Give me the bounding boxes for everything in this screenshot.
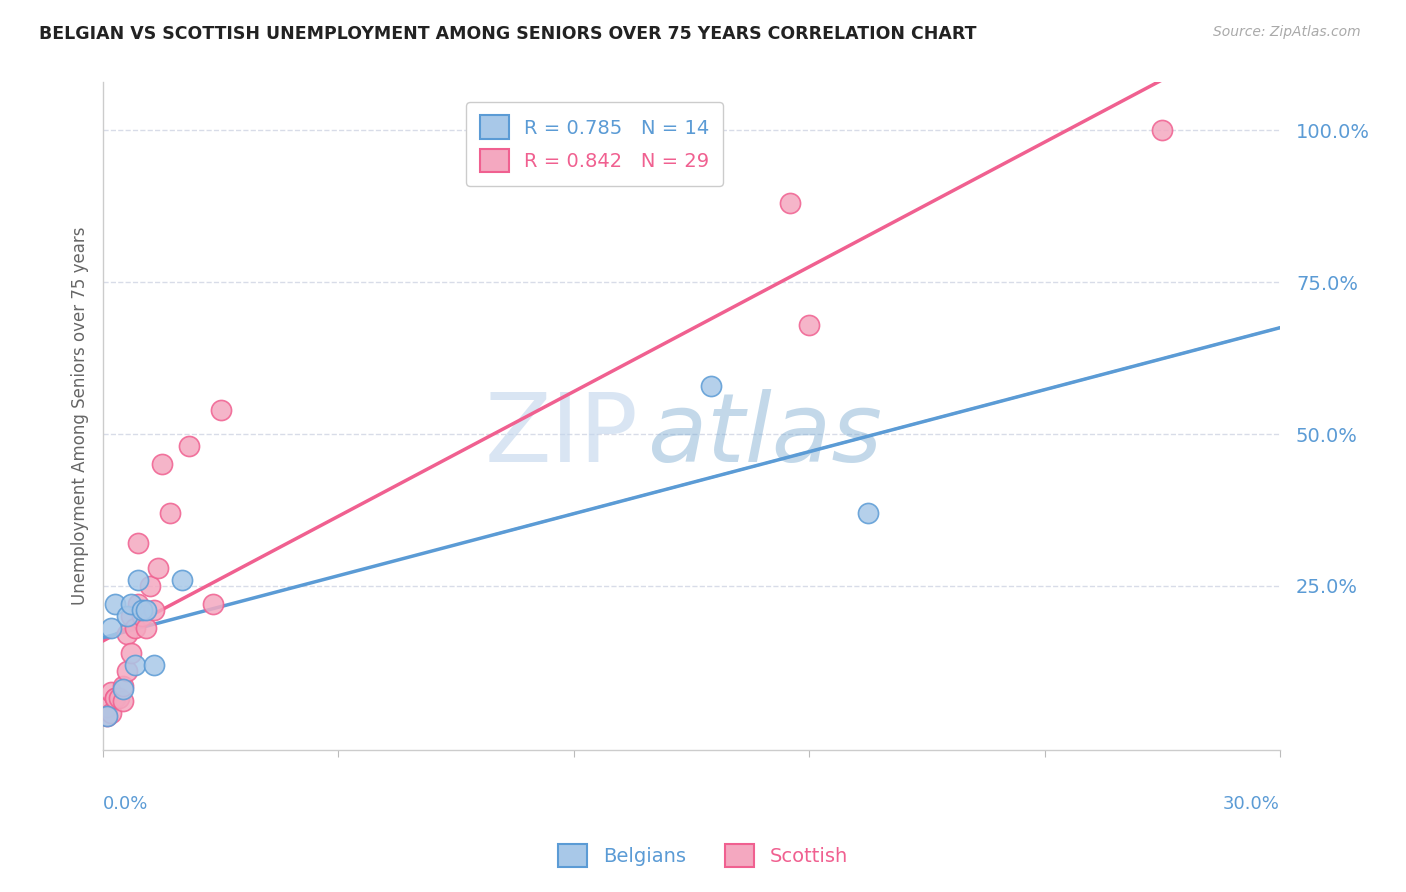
Legend: R = 0.785   N = 14, R = 0.842   N = 29: R = 0.785 N = 14, R = 0.842 N = 29 xyxy=(465,102,723,186)
Text: atlas: atlas xyxy=(647,390,882,483)
Point xyxy=(143,603,166,617)
Point xyxy=(135,621,157,635)
Point xyxy=(104,597,127,611)
Legend: Belgians, Scottish: Belgians, Scottish xyxy=(550,836,856,875)
Point xyxy=(115,664,138,678)
Point xyxy=(127,597,149,611)
Point xyxy=(170,573,193,587)
Point xyxy=(135,603,157,617)
Point xyxy=(131,609,153,624)
Point xyxy=(1152,123,1174,137)
Point xyxy=(779,196,801,211)
Point xyxy=(100,706,122,721)
Y-axis label: Unemployment Among Seniors over 75 years: Unemployment Among Seniors over 75 years xyxy=(72,227,89,605)
Point xyxy=(179,439,201,453)
Point xyxy=(150,458,173,472)
Text: ZIP: ZIP xyxy=(485,390,638,483)
Point xyxy=(139,579,162,593)
Point xyxy=(127,573,149,587)
Point xyxy=(124,657,146,672)
Text: 0.0%: 0.0% xyxy=(103,796,149,814)
Point xyxy=(104,691,127,706)
Point xyxy=(143,657,166,672)
Point xyxy=(131,603,153,617)
Point xyxy=(120,597,142,611)
Point xyxy=(108,691,131,706)
Point xyxy=(96,700,118,714)
Point xyxy=(127,536,149,550)
Point xyxy=(120,646,142,660)
Point xyxy=(115,627,138,641)
Point xyxy=(115,609,138,624)
Point xyxy=(201,597,224,611)
Point xyxy=(799,318,821,332)
Text: 30.0%: 30.0% xyxy=(1223,796,1279,814)
Text: Source: ZipAtlas.com: Source: ZipAtlas.com xyxy=(1213,25,1361,39)
Point xyxy=(111,682,134,697)
Text: BELGIAN VS SCOTTISH UNEMPLOYMENT AMONG SENIORS OVER 75 YEARS CORRELATION CHART: BELGIAN VS SCOTTISH UNEMPLOYMENT AMONG S… xyxy=(39,25,977,43)
Point xyxy=(100,685,122,699)
Point xyxy=(120,609,142,624)
Point xyxy=(100,621,122,635)
Point xyxy=(159,506,181,520)
Point xyxy=(96,709,118,723)
Point xyxy=(146,560,169,574)
Point xyxy=(700,378,723,392)
Point xyxy=(856,506,879,520)
Point xyxy=(104,691,127,706)
Point xyxy=(111,694,134,708)
Point xyxy=(209,402,232,417)
Point xyxy=(111,679,134,693)
Point xyxy=(96,709,118,723)
Point xyxy=(124,621,146,635)
